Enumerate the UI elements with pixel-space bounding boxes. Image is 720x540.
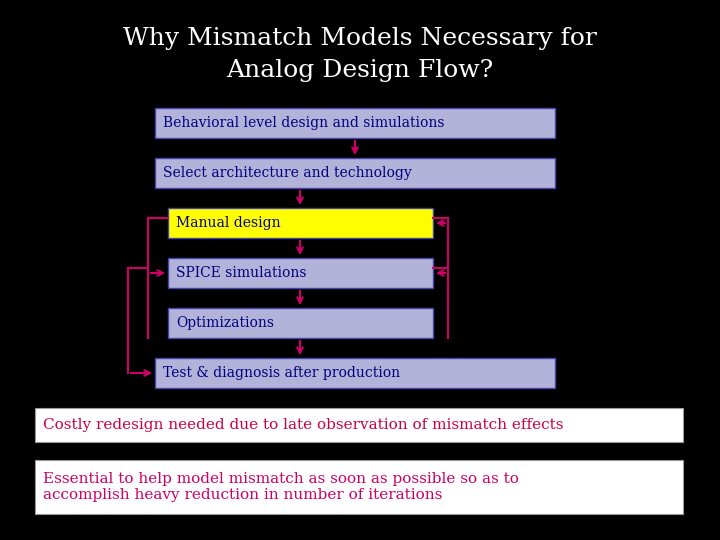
FancyBboxPatch shape <box>35 408 683 442</box>
Text: Behavioral level design and simulations: Behavioral level design and simulations <box>163 116 444 130</box>
Text: Manual design: Manual design <box>176 216 281 230</box>
Text: Select architecture and technology: Select architecture and technology <box>163 166 412 180</box>
Text: SPICE simulations: SPICE simulations <box>176 266 307 280</box>
FancyBboxPatch shape <box>155 108 555 138</box>
Text: Optimizations: Optimizations <box>176 316 274 330</box>
Text: Essential to help model mismatch as soon as possible so as to
accomplish heavy r: Essential to help model mismatch as soon… <box>43 472 519 502</box>
FancyBboxPatch shape <box>35 460 683 514</box>
FancyBboxPatch shape <box>168 258 433 288</box>
Text: Why Mismatch Models Necessary for: Why Mismatch Models Necessary for <box>123 26 597 50</box>
FancyBboxPatch shape <box>155 358 555 388</box>
FancyBboxPatch shape <box>168 308 433 338</box>
Text: Test & diagnosis after production: Test & diagnosis after production <box>163 366 400 380</box>
FancyBboxPatch shape <box>168 208 433 238</box>
Text: Costly redesign needed due to late observation of mismatch effects: Costly redesign needed due to late obser… <box>43 418 564 432</box>
Text: Analog Design Flow?: Analog Design Flow? <box>226 58 494 82</box>
FancyBboxPatch shape <box>155 158 555 188</box>
